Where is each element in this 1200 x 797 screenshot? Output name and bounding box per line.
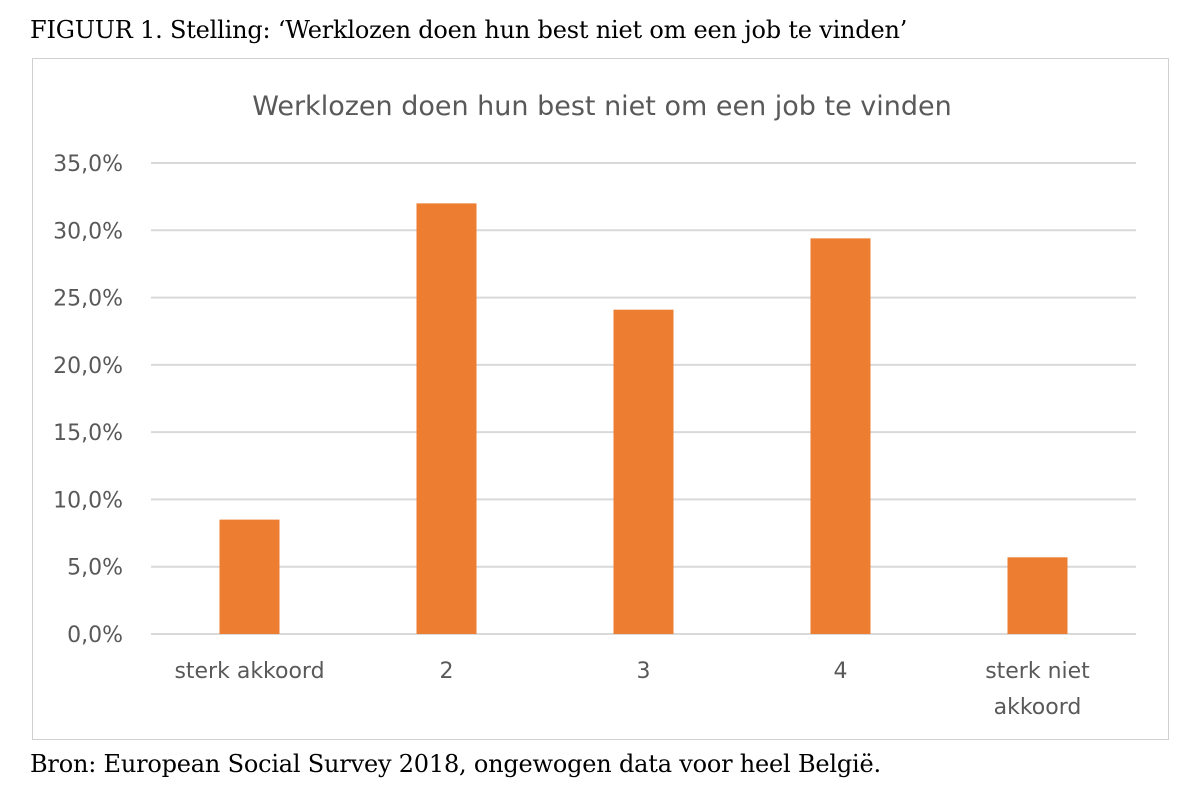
figure-caption: FIGUUR 1. Stelling: ‘Werklozen doen hun … — [30, 16, 908, 44]
bars — [219, 203, 1068, 635]
x-tick-label: sterk niet — [985, 659, 1090, 684]
bar — [219, 519, 280, 634]
bar — [613, 309, 674, 634]
bar — [1007, 557, 1068, 634]
x-tick-label: 4 — [834, 659, 848, 684]
y-tick-label: 25,0% — [53, 287, 123, 312]
bar-chart: Werklozen doen hun best niet om een job … — [53, 91, 1136, 720]
chart-title: Werklozen doen hun best niet om een job … — [252, 91, 952, 122]
y-axis-tick-labels: 0,0% 5,0% 10,0% 15,0% 20,0% 25,0% 30,0% 35,0% — [53, 152, 123, 648]
y-tick-label: 10,0% — [53, 488, 123, 513]
x-tick-label: sterk akkoord — [174, 659, 324, 684]
y-tick-label: 0,0% — [67, 623, 123, 648]
y-tick-label: 5,0% — [67, 556, 123, 581]
source-note: Bron: European Social Survey 2018, ongew… — [30, 750, 881, 778]
y-tick-label: 30,0% — [53, 219, 123, 244]
x-tick-label: 2 — [440, 659, 454, 684]
y-tick-label: 20,0% — [53, 354, 123, 379]
bar — [416, 203, 477, 634]
x-tick-label: akkoord — [994, 695, 1082, 720]
y-tick-label: 15,0% — [53, 421, 123, 446]
x-axis-tick-labels: sterk akkoord 2 3 4 sterk niet akkoord — [174, 659, 1090, 720]
x-tick-label: 3 — [637, 659, 651, 684]
bar — [810, 238, 871, 635]
y-tick-label: 35,0% — [53, 152, 123, 177]
chart-area: Werklozen doen hun best niet om een job … — [32, 58, 1169, 740]
